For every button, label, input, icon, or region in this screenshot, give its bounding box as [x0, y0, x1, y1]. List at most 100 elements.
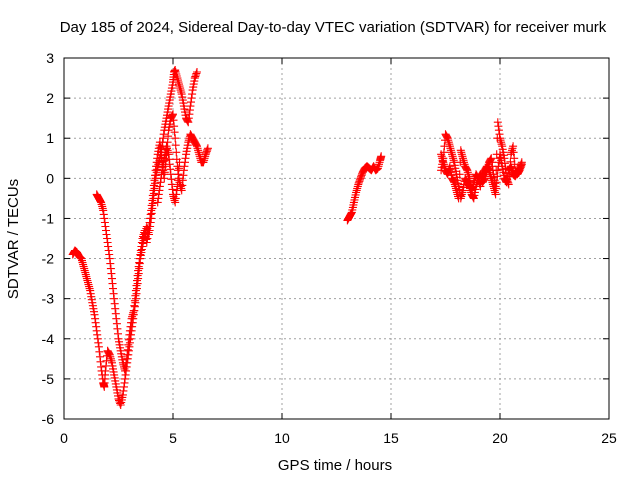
- data-point: [455, 170, 464, 179]
- data-point: [96, 357, 105, 366]
- data-point: [460, 158, 468, 167]
- data-point: [485, 168, 494, 177]
- data-point: [82, 272, 91, 281]
- data-point: [455, 182, 464, 191]
- data-point: [172, 72, 181, 80]
- data-point: [104, 242, 113, 251]
- data-point: [458, 154, 467, 163]
- data-point: [130, 301, 139, 310]
- x-tick-label: 20: [492, 430, 508, 446]
- data-point: [450, 178, 459, 187]
- data-point: [508, 144, 517, 153]
- data-point: [153, 198, 162, 207]
- data-point: [377, 152, 386, 161]
- data-point: [493, 118, 502, 127]
- data-point: [488, 180, 497, 189]
- data-point: [484, 164, 492, 173]
- data-point: [78, 258, 87, 267]
- data-point: [147, 201, 156, 210]
- data-point: [203, 144, 212, 153]
- x-tick-label: 15: [383, 430, 399, 446]
- data-point: [151, 171, 159, 180]
- data-point: [106, 259, 115, 268]
- data-point: [146, 214, 155, 223]
- data-point: [454, 194, 463, 203]
- data-point: [509, 148, 518, 157]
- plot-frame: [63, 57, 610, 420]
- data-point: [136, 246, 145, 255]
- y-tick-label: -5: [42, 371, 55, 387]
- data-point: [107, 269, 116, 278]
- data-point: [170, 196, 179, 205]
- data-point: [507, 164, 516, 173]
- data-point: [454, 192, 462, 201]
- y-tick-label: 3: [46, 50, 54, 66]
- data-point: [163, 144, 171, 153]
- data-point: [194, 148, 203, 157]
- data-point: [95, 347, 104, 356]
- data-point: [172, 148, 181, 157]
- data-point: [352, 188, 361, 197]
- data-point: [445, 140, 454, 149]
- data-point: [353, 184, 362, 193]
- data-point: [457, 150, 466, 159]
- data-point: [77, 254, 86, 263]
- data-point: [444, 136, 453, 145]
- x-tick-label: 10: [274, 430, 290, 446]
- data-point: [165, 160, 174, 169]
- x-tick-labels: 0 5 10 15 20 25: [60, 430, 617, 446]
- data-point: [112, 314, 121, 323]
- y-tick-label: 0: [46, 170, 54, 186]
- data-point: [347, 209, 356, 218]
- data-point: [487, 158, 496, 167]
- data-point: [128, 312, 137, 321]
- data-point: [171, 68, 180, 76]
- data-point: [517, 158, 526, 167]
- data-point: [439, 158, 448, 167]
- data-point: [125, 326, 134, 335]
- data-point: [113, 324, 122, 333]
- data-point: [148, 191, 157, 200]
- data-point: [99, 206, 108, 215]
- data-point: [437, 150, 446, 159]
- data-point: [100, 214, 109, 223]
- data-point: [121, 366, 129, 375]
- data-point: [101, 366, 110, 375]
- data-point: [172, 186, 181, 195]
- data-point: [203, 145, 212, 154]
- data-point: [171, 134, 180, 143]
- data-point: [91, 318, 100, 327]
- data-point: [154, 190, 163, 199]
- data-point: [127, 318, 135, 327]
- data-point: [142, 238, 151, 247]
- data-point: [448, 150, 456, 159]
- y-tick-label: 2: [46, 90, 54, 106]
- y-tick-label: -3: [42, 291, 55, 307]
- data-point: [134, 266, 143, 275]
- data-point: [119, 386, 128, 395]
- data-point: [97, 200, 106, 209]
- data-point: [181, 154, 190, 163]
- data-point: [101, 222, 110, 231]
- data-point: [107, 356, 116, 365]
- data-point: [475, 180, 484, 189]
- data-point: [176, 86, 185, 95]
- data-point: [93, 330, 102, 339]
- data-point: [123, 350, 132, 359]
- data-point: [116, 399, 125, 408]
- data-point: [80, 266, 89, 275]
- data-point: [174, 78, 183, 87]
- chart-title: Day 185 of 2024, Sidereal Day-to-day VTE…: [60, 19, 607, 36]
- data-point: [174, 170, 183, 179]
- y-tick-label: -2: [42, 251, 55, 267]
- x-tick-label: 0: [60, 430, 68, 446]
- data-point: [445, 164, 454, 173]
- data-point: [446, 146, 455, 155]
- x-axis-label: GPS time / hours: [278, 457, 392, 474]
- data-point: [121, 374, 129, 383]
- data-point: [106, 352, 115, 361]
- data-point: [449, 176, 458, 185]
- data-point: [157, 174, 165, 183]
- data-point: [105, 250, 114, 259]
- data-point: [109, 284, 117, 293]
